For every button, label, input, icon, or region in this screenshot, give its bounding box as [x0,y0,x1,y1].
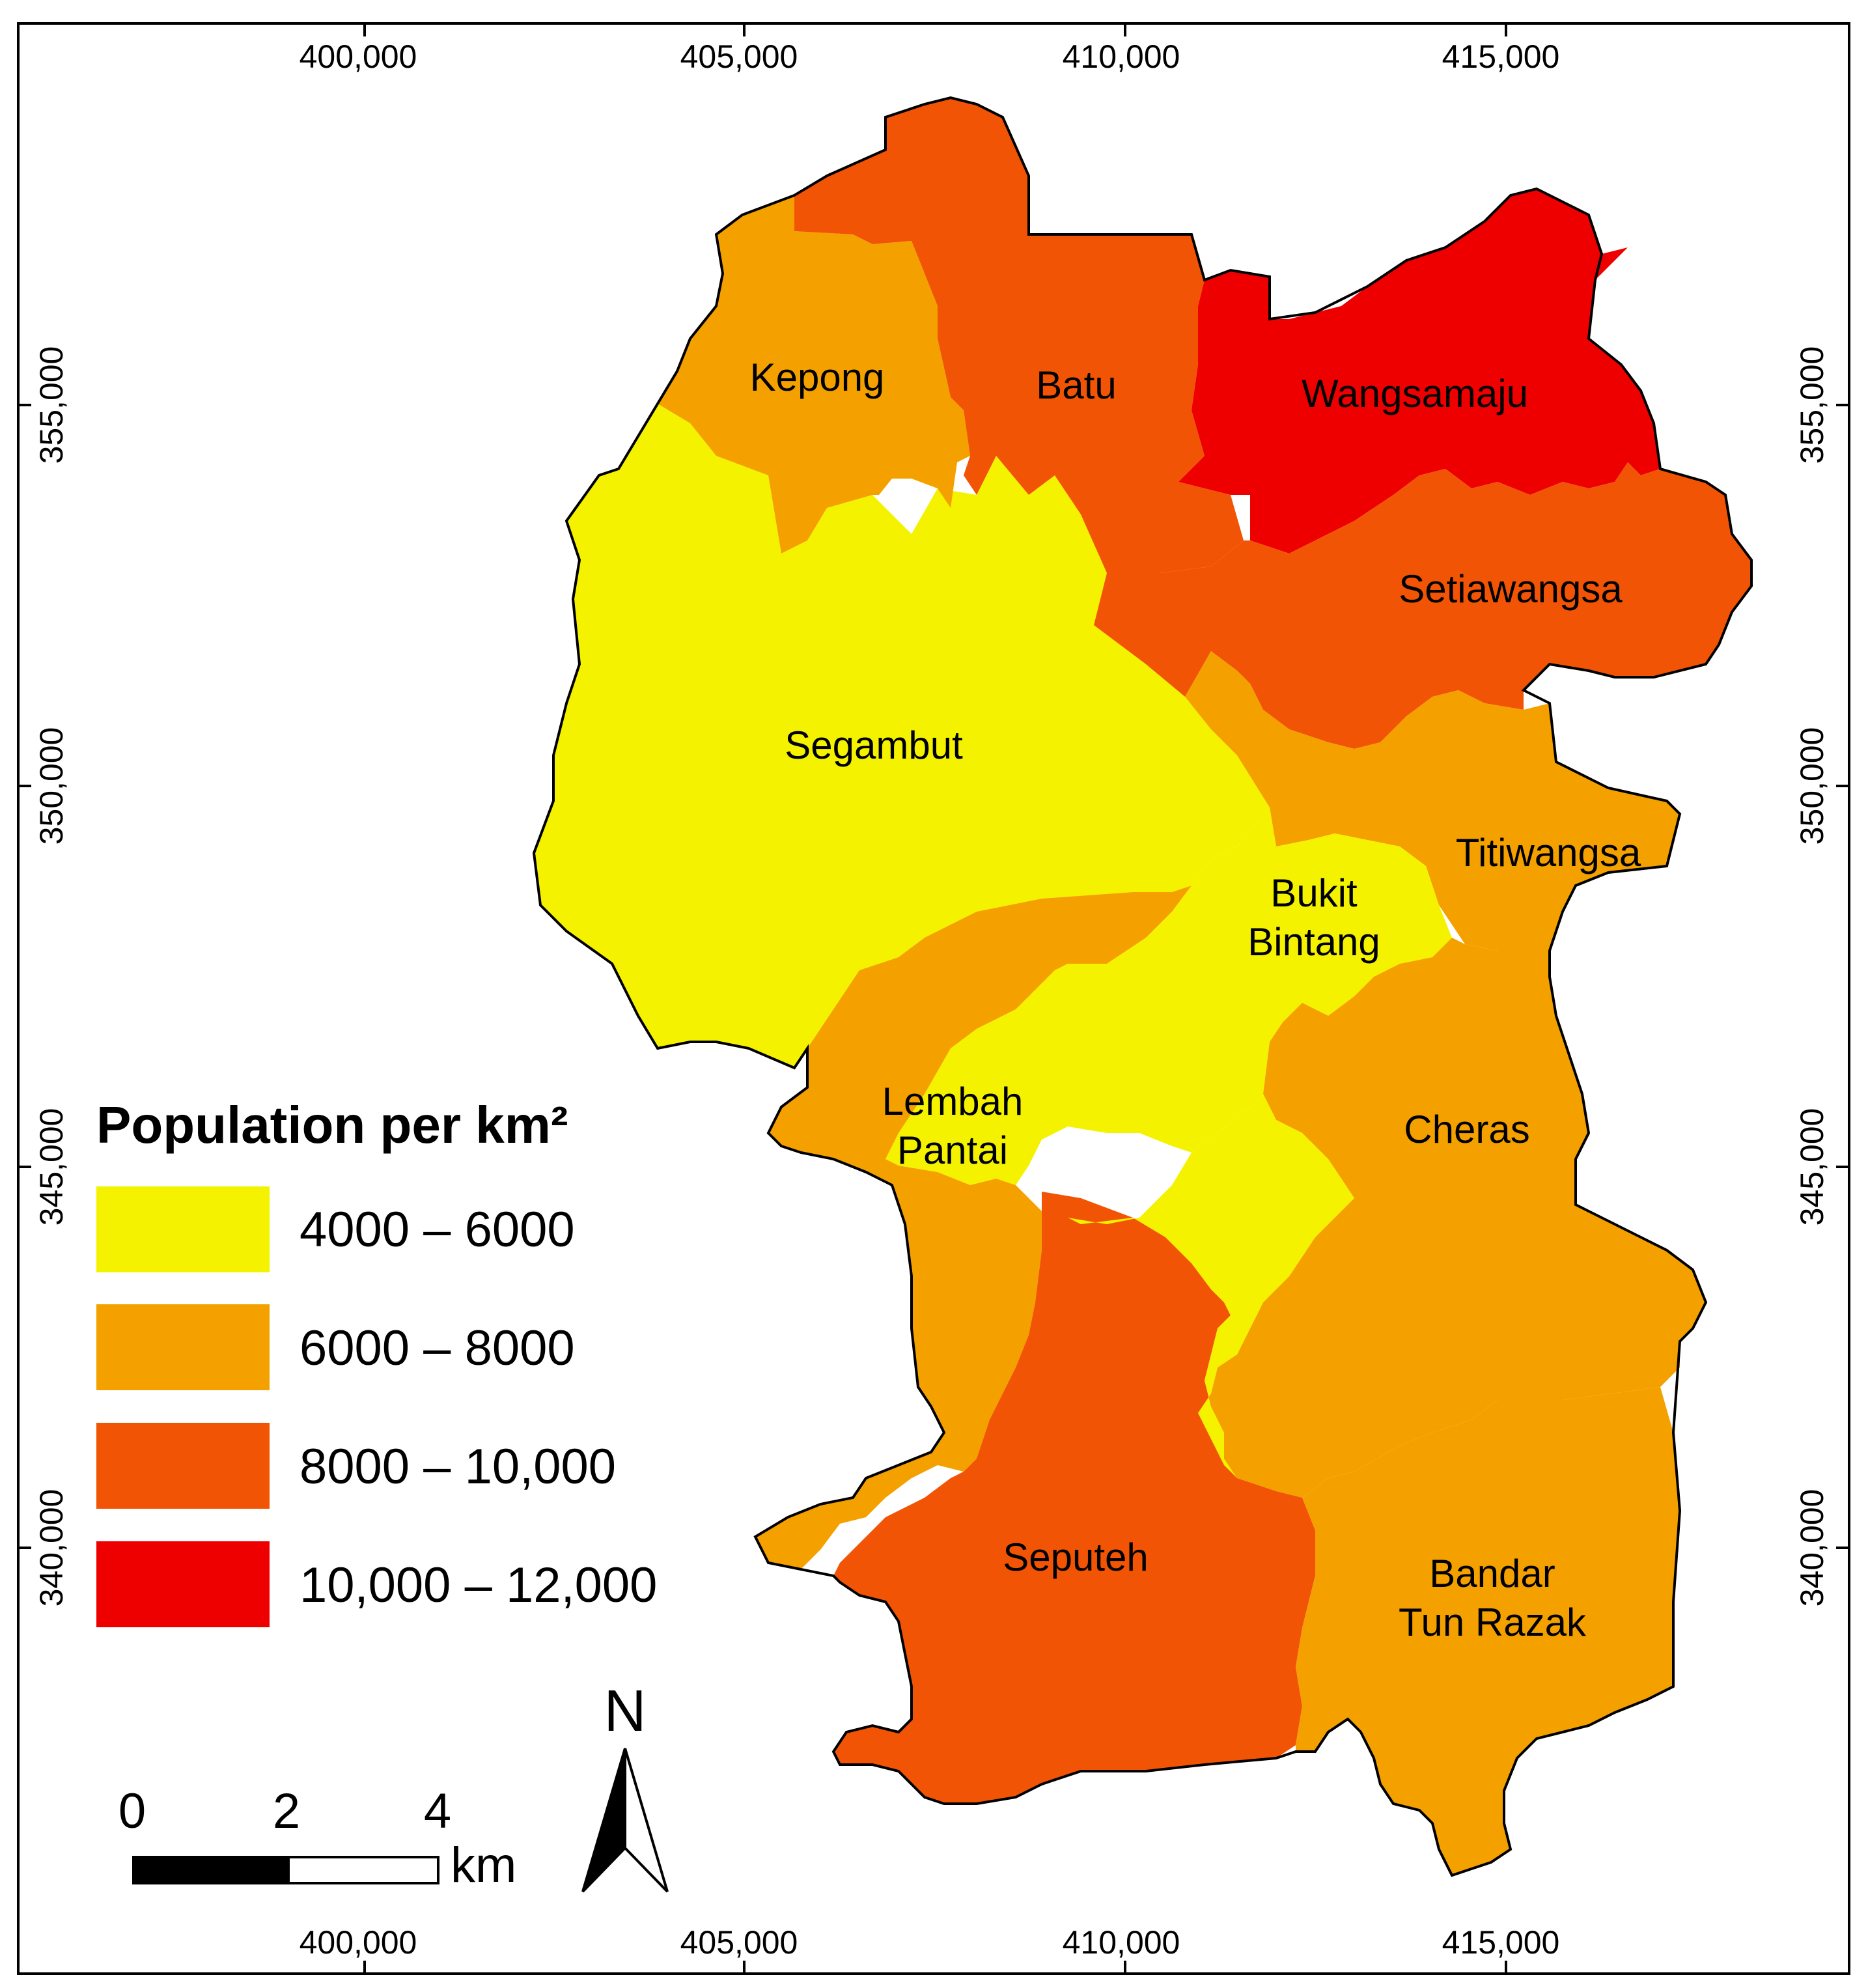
scale-bar: 0 2 4 km [118,1784,516,1893]
scale-bar-black-segment [132,1856,290,1884]
legend-swatch [96,1541,270,1627]
districts [534,98,1751,1875]
district-label-wangsamaju: Wangsamaju [1302,372,1528,415]
district-bukit-bintang [885,807,1452,1185]
scale-bar-tick-label: 2 [273,1784,300,1839]
legend-label: 6000 – 8000 [300,1321,575,1376]
district-cheras [1198,938,1706,1498]
y-tick-label: 340,000 [33,1489,70,1607]
y-tick-label: 350,000 [1794,727,1830,845]
y-tick-labels-right: 355,000 350,000 345,000 340,000 [1794,346,1830,1607]
x-tick-label: 410,000 [1063,1924,1180,1961]
north-label: N [604,1679,647,1744]
legend: Population per km² 4000 – 6000 6000 – 80… [96,1096,657,1627]
x-tick-label: 415,000 [1442,38,1560,75]
x-tick-labels-top: 400,000 405,000 410,000 415,000 [300,38,1560,75]
district-seputeh [833,1192,1315,1804]
y-tick-label: 350,000 [33,727,70,845]
district-wangsamaju [1178,189,1660,553]
x-tick-label: 410,000 [1063,38,1180,75]
legend-label: 10,000 – 12,000 [300,1558,657,1613]
district-segambut [534,404,1270,1068]
district-label-kepong: Kepong [750,356,885,399]
y-tick-labels-left: 355,000 350,000 345,000 340,000 [33,346,70,1607]
district-label-segambut: Segambut [785,723,963,767]
legend-label: 4000 – 6000 [300,1202,575,1257]
district-label-titiwangsa: Titiwangsa [1456,831,1641,875]
city-boundary [532,96,1753,1877]
scale-bar-unit: km [451,1838,516,1893]
y-tick-label: 355,000 [1794,346,1830,464]
legend-label: 8000 – 10,000 [300,1439,616,1494]
legend-swatch [96,1423,270,1509]
graticule-ticks [18,23,1849,1974]
district-lembah-pantai [755,886,1192,1569]
district-bandar-tun-razak [1296,1387,1680,1875]
x-tick-label: 405,000 [680,1924,798,1961]
district-label-bandar-tun-razak: Tun Razak [1399,1601,1587,1644]
north-arrow: N [581,1679,669,1893]
scale-bar-tick-label: 4 [424,1784,451,1839]
x-tick-label: 400,000 [300,1924,417,1961]
y-tick-label: 355,000 [33,346,70,464]
y-tick-label: 345,000 [1794,1108,1830,1226]
legend-swatch [96,1186,270,1272]
district-label-cheras: Cheras [1404,1108,1529,1151]
district-label-setiawangsa: Setiawangsa [1399,567,1623,611]
district-label-bukit-bintang: Bukit [1270,871,1358,915]
north-arrow-icon [581,1748,669,1893]
district-titiwangsa [1185,651,1680,951]
district-label-batu: Batu [1036,363,1116,407]
district-label-lembah-pantai: Lembah [882,1080,1024,1123]
district-labels: Kepong Batu Wangsamaju Setiawangsa Segam… [750,356,1641,1644]
district-bukit-bintang-south [1068,1094,1354,1478]
district-kepong [658,195,970,553]
y-tick-label: 340,000 [1794,1489,1830,1607]
y-tick-label: 345,000 [33,1108,70,1226]
district-label-bandar-tun-razak: Bandar [1429,1552,1555,1595]
scale-bar-tick-label: 0 [118,1784,146,1839]
x-tick-label: 415,000 [1442,1924,1560,1961]
district-setiawangsa [1094,462,1751,749]
district-label-seputeh: Seputeh [1003,1535,1149,1579]
x-tick-label: 400,000 [300,38,417,75]
district-label-bukit-bintang: Bintang [1248,920,1380,964]
scale-bar-white-segment [287,1856,439,1884]
legend-swatch [96,1304,270,1390]
x-tick-labels-bottom: 400,000 405,000 410,000 415,000 [300,1924,1560,1961]
district-batu [794,98,1244,573]
legend-title: Population per km² [96,1096,568,1154]
district-label-lembah-pantai: Pantai [897,1128,1008,1172]
x-tick-label: 405,000 [680,38,798,75]
